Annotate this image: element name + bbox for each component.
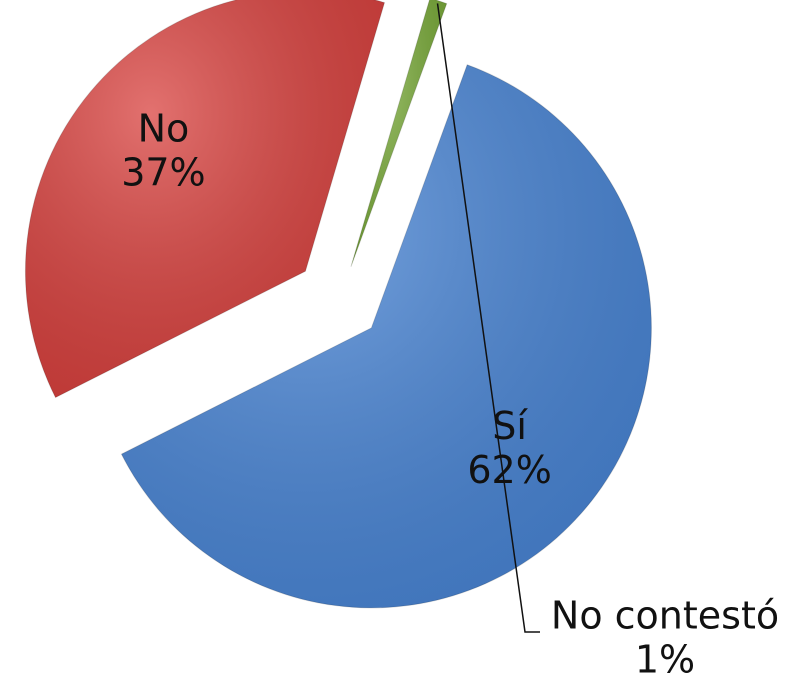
category-label: No contestó [551,594,779,638]
category-label: Sí [492,404,528,448]
leader-line [436,3,540,633]
value-label: 62% [467,448,551,492]
value-label: 1% [635,638,695,682]
category-label: No [138,106,190,150]
pie-slice [24,0,386,399]
value-label: 37% [121,150,205,194]
